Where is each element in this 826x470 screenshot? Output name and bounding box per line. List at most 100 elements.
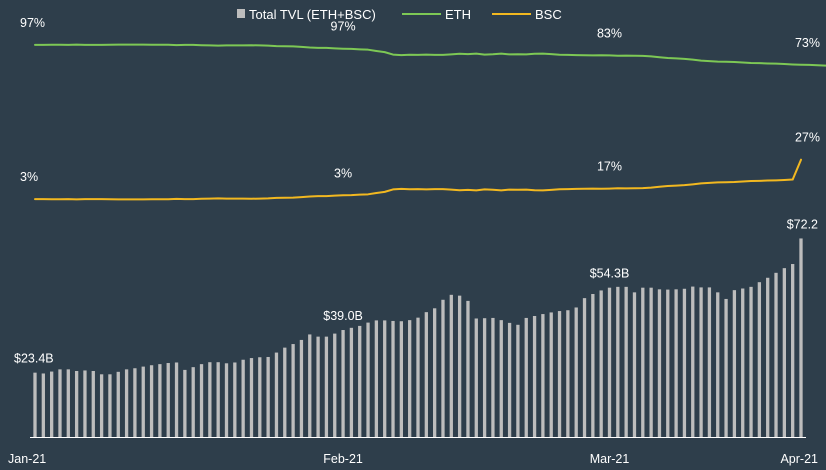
tvl-bar: [649, 287, 653, 437]
legend-label-tvl: Total TVL (ETH+BSC): [249, 7, 376, 22]
tvl-bar: [133, 368, 137, 437]
annotation-eth: 83%: [597, 26, 622, 40]
tvl-bar: [358, 325, 362, 437]
tvl-bar: [657, 289, 662, 437]
tvl-bar: [691, 286, 695, 437]
tvl-bar: [582, 298, 587, 438]
tvl-bars: [33, 238, 803, 438]
tvl-bar: [774, 272, 778, 437]
tvl-bar: [108, 374, 112, 437]
tvl-bar: [449, 294, 453, 437]
tvl-bar: [66, 369, 70, 437]
tvl-bar: [158, 364, 162, 438]
tvl-bar: [141, 366, 145, 437]
tvl-bar: [41, 373, 45, 437]
line-bsc: [34, 158, 802, 201]
tvl-bar: [482, 318, 487, 437]
tvl-bar: [116, 371, 120, 437]
tvl-bar: [791, 264, 795, 437]
tvl-bar: [599, 290, 603, 437]
tvl-bar: [457, 295, 462, 437]
annotation-bsc: 17%: [597, 160, 622, 174]
tvl-bar: [149, 365, 154, 437]
tvl-bar: [557, 311, 562, 437]
tvl-bar: [374, 320, 379, 437]
chart-legend: Total TVL (ETH+BSC) ETH BSC: [237, 7, 562, 22]
tvl-bar: [241, 359, 245, 437]
tvl-bar: [682, 288, 687, 437]
tvl-bar: [674, 289, 678, 437]
tvl-bar: [50, 371, 54, 437]
tvl-bar: [541, 314, 545, 437]
tvl-bar: [316, 336, 320, 438]
tvl-bar: [258, 357, 262, 437]
tvl-bar: [249, 358, 254, 437]
tvl-bar: [233, 362, 237, 437]
tvl-bar: [433, 308, 437, 437]
tvl-bar: [607, 287, 612, 437]
tvl-bar: [33, 372, 37, 437]
tvl-bar: [716, 292, 720, 437]
tvl-bar: [474, 318, 478, 437]
legend-swatch-tvl: [237, 9, 245, 18]
tvl-bar: [283, 347, 287, 438]
chart-annotations: $23.4B $39.0B $54.3B $72.2 97% 97% 83% 73% 3% 3% 1…: [14, 16, 820, 366]
tvl-bar: [291, 344, 295, 437]
tvl-bar: [99, 374, 104, 437]
tvl-bar: [499, 320, 503, 438]
tvl-bar: [757, 282, 762, 437]
tvl-bar: [566, 310, 570, 437]
tvl-bar: [299, 339, 304, 437]
tvl-bar: [416, 317, 420, 437]
tvl-bar: [699, 287, 703, 437]
tvl-bar: [216, 362, 220, 437]
annotation-bsc: 3%: [334, 166, 352, 180]
tvl-bar: [724, 298, 728, 437]
tvl-bar: [507, 322, 512, 438]
tvl-bar: [199, 364, 204, 438]
tvl-bar: [641, 287, 645, 437]
tvl-bar: [782, 268, 786, 437]
tvl-bar: [408, 320, 412, 438]
tvl-bar: [91, 371, 95, 437]
tvl-bar: [424, 312, 428, 437]
tvl-annotation: $39.0B: [323, 309, 363, 323]
tvl-bar: [74, 371, 79, 437]
tvl-bar: [333, 333, 337, 437]
tvl-bar: [58, 369, 62, 437]
tvl-bar: [83, 370, 87, 437]
x-tick-label: Mar-21: [590, 452, 630, 466]
tvl-bar: [741, 288, 745, 437]
tvl-bar: [799, 238, 803, 437]
line-eth: [34, 43, 826, 67]
tvl-bar: [441, 299, 445, 437]
tvl-bar: [174, 362, 179, 437]
x-axis-ticks: Jan-21 Feb-21 Mar-21 Apr-21: [8, 452, 818, 466]
tvl-bar: [224, 363, 229, 437]
share-lines: [34, 43, 826, 201]
legend-label-bsc: BSC: [535, 7, 562, 22]
tvl-bar: [366, 322, 370, 437]
tvl-bar: [632, 292, 637, 437]
tvl-bar: [549, 312, 553, 437]
tvl-bar: [666, 289, 670, 437]
tvl-annotation: $72.2: [787, 217, 818, 231]
tvl-bar: [707, 287, 712, 437]
tvl-bar: [399, 321, 403, 437]
tvl-bar: [466, 300, 470, 438]
tvl-annotation: $54.3B: [590, 267, 630, 281]
tvl-bar: [391, 320, 395, 437]
tvl-bar: [308, 334, 312, 437]
annotation-eth: 73%: [795, 36, 820, 50]
annotation-eth: 97%: [331, 20, 356, 34]
tvl-bar: [624, 286, 628, 437]
tvl-bar: [591, 294, 595, 437]
tvl-bar: [516, 324, 520, 437]
tvl-bar: [383, 320, 387, 437]
tvl-bar: [166, 363, 170, 437]
tvl-bar: [208, 362, 212, 437]
tvl-bar: [532, 316, 537, 437]
x-tick-label: Jan-21: [8, 452, 46, 466]
tvl-bar: [341, 330, 345, 437]
